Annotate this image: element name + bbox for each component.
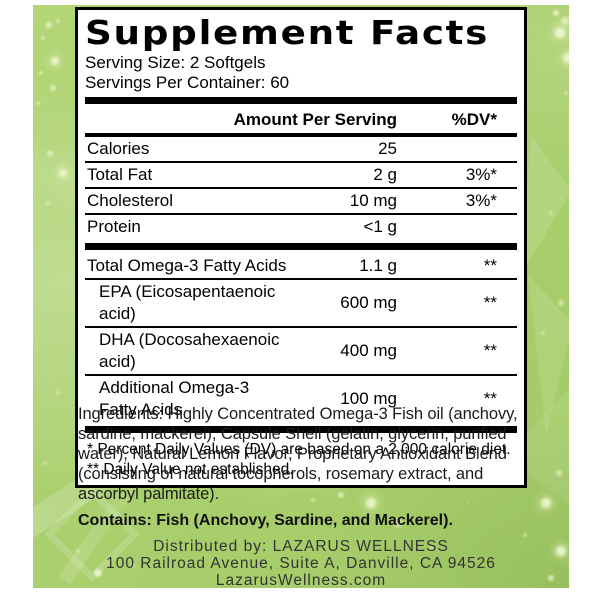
fact-row-dha: DHA (Docosahexaenoic acid) 400 mg ** — [85, 328, 517, 374]
column-header-dv: %DV* — [451, 110, 497, 129]
fact-dv: ** — [483, 389, 497, 408]
panel-title: Supplement Facts — [85, 13, 490, 52]
distributor-website: LazarusWellness.com — [215, 572, 387, 589]
table-header-row: Amount Per Serving %DV* — [85, 108, 517, 133]
allergen-contains-text: Contains: Fish (Anchovy, Sardine, and Ma… — [78, 512, 453, 529]
divider-thin — [85, 374, 517, 376]
divider-thin — [85, 326, 517, 328]
divider-thin — [85, 161, 517, 163]
serving-size: Serving Size: 2 Softgels — [85, 53, 266, 72]
fact-row-total-fat: Total Fat 2 g 3%* — [85, 163, 517, 187]
fact-dv: ** — [483, 256, 497, 275]
fact-name: Total Omega-3 Fatty Acids — [87, 256, 287, 275]
fact-row-additional-omega3: Additional Omega-3 Fatty Acids 100 mg ** — [85, 376, 517, 422]
fact-row-epa: EPA (Eicosapentaenoic acid) 600 mg ** — [85, 280, 517, 326]
divider-thin — [85, 213, 517, 215]
fact-amount: 1.1 g — [359, 256, 397, 275]
distributor-block: Distributed by: LAZARUS WELLNESS 100 Rai… — [33, 538, 569, 589]
ingredients-text: Ingredients: Highly Concentrated Omega-3… — [78, 405, 518, 503]
servings-per-container: Servings Per Container: 60 — [85, 73, 290, 92]
fact-amount: 10 mg — [349, 191, 397, 210]
fact-dv: ** — [483, 341, 497, 360]
divider-thick — [85, 97, 517, 104]
panel-title-wrap: Supplement Facts — [85, 13, 517, 53]
fact-amount: 2 g — [373, 165, 397, 184]
divider-thick — [85, 426, 517, 433]
fact-dv: 3%* — [465, 165, 497, 184]
column-header-amount: Amount Per Serving — [233, 110, 397, 129]
footnote-not-established: ** Daily Value not established. — [87, 461, 294, 478]
fact-name: DHA (Docosahexaenoic acid) — [99, 330, 280, 371]
fact-name: Additional Omega-3 Fatty Acids — [99, 378, 250, 419]
supplement-facts-panel: Supplement Facts Serving Size: 2 Softgel… — [75, 7, 527, 488]
bokeh-dots-blurred — [33, 5, 43, 15]
fact-row-protein: Protein <1 g — [85, 215, 517, 239]
fact-amount: 25 — [378, 139, 397, 158]
distributed-by-line: Distributed by: LAZARUS WELLNESS — [153, 538, 449, 555]
fact-row-calories: Calories 25 — [85, 137, 517, 161]
fact-name: Calories — [87, 139, 150, 158]
divider-thin — [85, 278, 517, 280]
fact-amount: 400 mg — [340, 341, 397, 360]
distributor-address: 100 Railroad Avenue, Suite A, Danville, … — [106, 555, 496, 572]
facet-decoration — [521, 135, 569, 275]
fact-name: EPA (Eicosapentaenoic acid) — [99, 282, 276, 323]
fact-amount: 600 mg — [340, 293, 397, 312]
footnote-dv: * Percent Daily Values (DV) are based on… — [87, 441, 511, 458]
fact-name: Total Fat — [87, 165, 153, 184]
fact-amount: 100 mg — [340, 389, 397, 408]
divider-medium — [85, 133, 517, 137]
fact-row-cholesterol: Cholesterol 10 mg 3%* — [85, 189, 517, 213]
divider-thick — [85, 243, 517, 250]
footnotes: * Percent Daily Values (DV) are based on… — [85, 437, 517, 481]
divider-thin — [85, 187, 517, 189]
fact-name: Cholesterol — [87, 191, 173, 210]
fact-amount: <1 g — [363, 217, 397, 236]
fact-name: Protein — [87, 217, 141, 236]
fact-row-omega3: Total Omega-3 Fatty Acids 1.1 g ** — [85, 254, 517, 278]
fact-dv: 3%* — [465, 191, 497, 210]
fact-dv: ** — [483, 293, 497, 312]
